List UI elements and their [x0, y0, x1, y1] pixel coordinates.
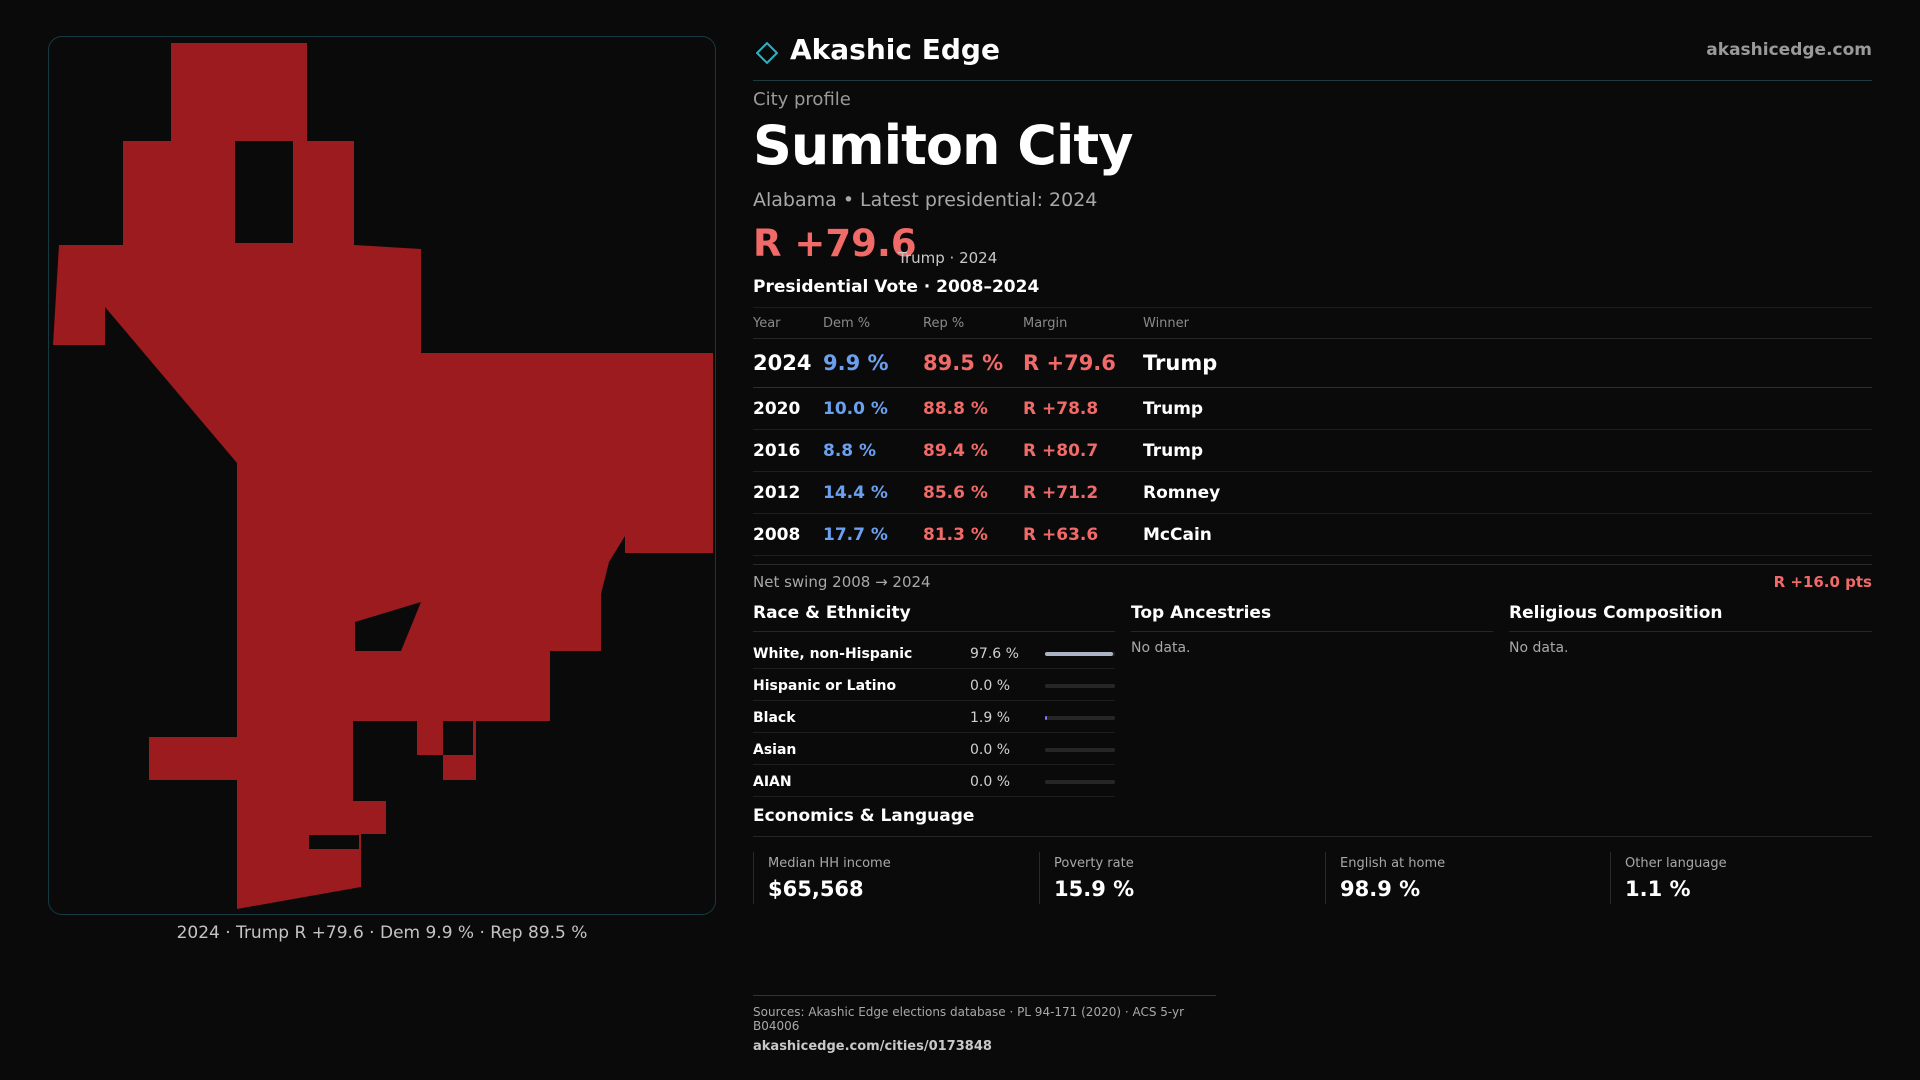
race-bar-track [1045, 780, 1115, 784]
race-row: AIAN 0.0 % [753, 765, 1115, 797]
cell-dem: 9.9 % [823, 338, 923, 388]
column-header-margin: Margin [1023, 307, 1143, 339]
race-bar-track [1045, 652, 1115, 656]
race-row: Hispanic or Latino 0.0 % [753, 669, 1115, 701]
stat-value: 1.1 % [1625, 877, 1691, 901]
race-bar-fill [1045, 652, 1114, 656]
table-row: 2024 9.9 % 89.5 % R +79.6 Trump [753, 338, 1872, 388]
cell-winner: Trump [1143, 387, 1872, 430]
cell-dem: 10.0 % [823, 387, 923, 430]
page-title: Sumiton City [753, 114, 1133, 177]
column-header-dem: Dem % [823, 307, 923, 339]
race-label: Black [753, 710, 796, 726]
vote-table-header: Year Dem % Rep % Margin Winner [753, 307, 1872, 339]
stat-value: $65,568 [768, 877, 864, 901]
brand-name: Akashic Edge [790, 33, 1000, 66]
cell-year: 2016 [753, 429, 823, 472]
cell-dem: 8.8 % [823, 429, 923, 472]
column-header-rep: Rep % [923, 307, 1023, 339]
race-bar-track [1045, 748, 1115, 752]
stat-label: Poverty rate [1054, 856, 1134, 871]
cell-winner: McCain [1143, 513, 1872, 556]
cell-year: 2012 [753, 471, 823, 514]
cell-margin: R +71.2 [1023, 471, 1143, 514]
latest-margin: R +79.6 [753, 222, 917, 265]
ancestries-empty: No data. [1131, 640, 1191, 656]
city-boundary-shape [53, 43, 713, 909]
ancestries-section-title: Top Ancestries [1131, 603, 1493, 632]
cell-dem: 14.4 % [823, 471, 923, 514]
cell-winner: Trump [1143, 429, 1872, 472]
cell-dem: 17.7 % [823, 513, 923, 556]
net-swing-value: R +16.0 pts [1773, 573, 1872, 591]
column-header-winner: Winner [1143, 307, 1872, 339]
cell-margin: R +78.8 [1023, 387, 1143, 430]
race-section-title: Race & Ethnicity [753, 603, 1115, 632]
race-percent: 1.9 % [970, 710, 1011, 726]
diamond-logo-icon [756, 42, 778, 64]
cell-year: 2020 [753, 387, 823, 430]
stat-card-english-at-home: English at home 98.9 % [1325, 852, 1595, 904]
stat-label: English at home [1340, 856, 1446, 871]
map-caption: 2024 · Trump R +79.6 · Dem 9.9 % · Rep 8… [176, 923, 588, 943]
race-label: Asian [753, 742, 797, 758]
race-percent: 0.0 % [970, 678, 1011, 694]
table-row: 2020 10.0 % 88.8 % R +78.8 Trump [753, 387, 1872, 430]
net-swing-row: Net swing 2008 → 2024 R +16.0 pts [753, 564, 1872, 595]
table-row: 2012 14.4 % 85.6 % R +71.2 Romney [753, 471, 1872, 514]
latest-margin-note: Trump · 2024 [898, 249, 998, 267]
site-link[interactable]: akashicedge.com [1706, 40, 1872, 60]
race-bar-track [1045, 684, 1115, 688]
race-percent: 97.6 % [970, 646, 1019, 662]
vote-section-title: Presidential Vote · 2008–2024 [753, 277, 1040, 297]
cell-year: 2024 [753, 338, 823, 388]
cell-margin: R +80.7 [1023, 429, 1143, 472]
race-percent: 0.0 % [970, 774, 1011, 790]
table-row: 2008 17.7 % 81.3 % R +63.6 McCain [753, 513, 1872, 556]
cell-margin: R +79.6 [1023, 338, 1143, 388]
source-url-link[interactable]: akashicedge.com/cities/0173848 [753, 1039, 992, 1054]
page-eyebrow: City profile [753, 89, 851, 110]
economics-section-title: Economics & Language [753, 806, 1872, 837]
religion-empty: No data. [1509, 640, 1569, 656]
stat-label: Other language [1625, 856, 1727, 871]
stat-value: 98.9 % [1340, 877, 1421, 901]
stat-card-other-language: Other language 1.1 % [1610, 852, 1880, 904]
cell-winner: Romney [1143, 471, 1872, 514]
page-subtitle: Alabama • Latest presidential: 2024 [753, 189, 1098, 211]
cell-rep: 89.5 % [923, 338, 1023, 388]
race-bar-fill [1045, 716, 1047, 720]
sources-footer: Sources: Akashic Edge elections database… [753, 995, 1216, 1054]
race-row: Asian 0.0 % [753, 733, 1115, 765]
cell-rep: 81.3 % [923, 513, 1023, 556]
religion-section-title: Religious Composition [1509, 603, 1872, 632]
cell-winner: Trump [1143, 338, 1872, 388]
stat-card-poverty-rate: Poverty rate 15.9 % [1039, 852, 1309, 904]
net-swing-label: Net swing 2008 → 2024 [753, 573, 931, 591]
race-label: AIAN [753, 774, 792, 790]
column-header-year: Year [753, 307, 823, 339]
stat-label: Median HH income [768, 856, 891, 871]
brand-header: Akashic Edge akashicedge.com [753, 30, 1872, 81]
city-boundary-map [48, 36, 716, 915]
race-label: Hispanic or Latino [753, 678, 897, 694]
table-row: 2016 8.8 % 89.4 % R +80.7 Trump [753, 429, 1872, 472]
stat-value: 15.9 % [1054, 877, 1135, 901]
stat-card-median-income: Median HH income $65,568 [753, 852, 1023, 904]
sources-text: Sources: Akashic Edge elections database… [753, 1005, 1185, 1033]
cell-rep: 88.8 % [923, 387, 1023, 430]
vote-table: Year Dem % Rep % Margin Winner 2024 9.9 … [753, 307, 1872, 556]
cell-margin: R +63.6 [1023, 513, 1143, 556]
race-label: White, non-Hispanic [753, 646, 913, 662]
race-percent: 0.0 % [970, 742, 1011, 758]
race-bar-track [1045, 716, 1115, 720]
race-row: White, non-Hispanic 97.6 % [753, 637, 1115, 669]
cell-rep: 89.4 % [923, 429, 1023, 472]
cell-year: 2008 [753, 513, 823, 556]
cell-rep: 85.6 % [923, 471, 1023, 514]
race-row: Black 1.9 % [753, 701, 1115, 733]
